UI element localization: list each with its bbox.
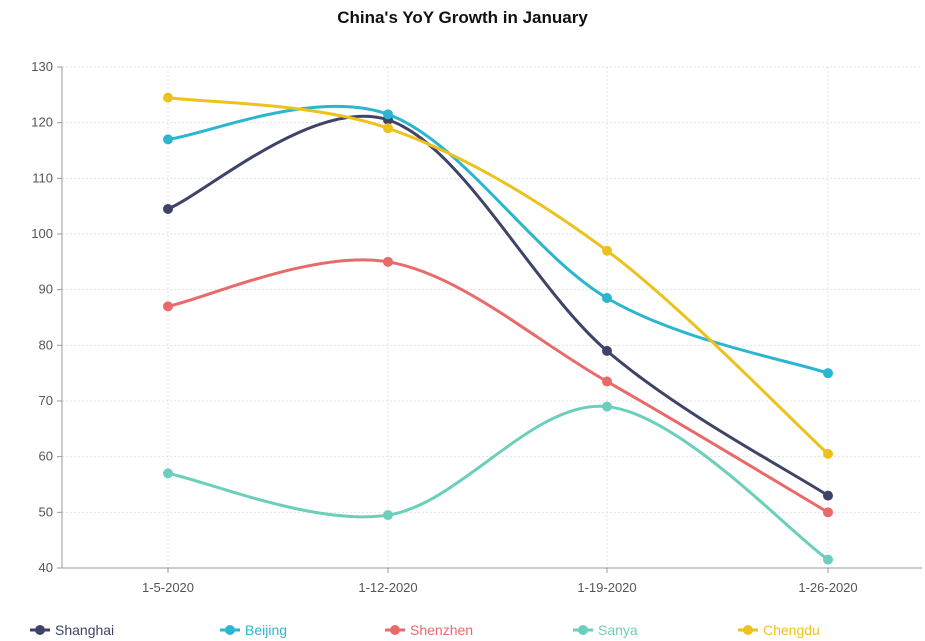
- data-point-chengdu[interactable]: [602, 245, 612, 256]
- data-point-shenzhen[interactable]: [383, 256, 393, 267]
- legend-item-sanya[interactable]: Sanya: [573, 622, 638, 638]
- legend-item-beijing[interactable]: Beijing: [220, 622, 287, 638]
- data-point-beijing[interactable]: [163, 134, 173, 145]
- y-tick-label: 80: [39, 337, 53, 352]
- grid: [62, 66, 922, 568]
- y-tick-label: 50: [39, 504, 53, 519]
- y-tick-label: 100: [31, 226, 53, 241]
- legend-label: Chengdu: [763, 622, 820, 638]
- x-tick-label: 1-26-2020: [798, 580, 857, 595]
- data-point-beijing[interactable]: [383, 109, 393, 120]
- data-point-shenzhen[interactable]: [823, 507, 833, 518]
- data-point-beijing[interactable]: [602, 293, 612, 304]
- y-tick-label: 70: [39, 393, 53, 408]
- data-point-sanya[interactable]: [163, 468, 173, 479]
- data-point-shenzhen[interactable]: [602, 376, 612, 387]
- series-shenzhen: [163, 256, 833, 518]
- legend-label: Beijing: [245, 622, 287, 638]
- legend-label: Shenzhen: [410, 622, 473, 638]
- data-point-chengdu[interactable]: [163, 92, 173, 103]
- legend-dot-marker: [743, 625, 753, 635]
- x-tick-label: 1-12-2020: [358, 580, 417, 595]
- y-tick-label: 40: [39, 560, 53, 575]
- data-point-sanya[interactable]: [823, 554, 833, 565]
- data-point-chengdu[interactable]: [823, 448, 833, 459]
- series-shanghai: [163, 114, 833, 501]
- y-tick-label: 60: [39, 449, 53, 464]
- legend-label: Sanya: [598, 622, 638, 638]
- series-layer: [163, 92, 833, 565]
- data-point-sanya[interactable]: [383, 510, 393, 521]
- data-point-beijing[interactable]: [823, 368, 833, 379]
- legend: Shanghai Beijing Shenzhen Sanya Chengdu: [30, 622, 820, 638]
- y-tick-label: 110: [32, 170, 53, 185]
- data-point-sanya[interactable]: [602, 401, 612, 412]
- legend-dot-marker: [35, 625, 45, 635]
- y-tick-label: 90: [39, 282, 53, 297]
- series-line-chengdu: [166, 96, 830, 456]
- series-sanya: [163, 401, 833, 565]
- series-line-shanghai: [166, 114, 830, 498]
- legend-dot-marker: [578, 625, 588, 635]
- legend-item-shenzhen[interactable]: Shenzhen: [385, 622, 473, 638]
- data-point-chengdu[interactable]: [383, 123, 393, 134]
- series-line-sanya: [166, 404, 830, 562]
- legend-dot-marker: [390, 625, 400, 635]
- legend-item-chengdu[interactable]: Chengdu: [738, 622, 820, 638]
- series-chengdu: [163, 92, 833, 459]
- series-beijing: [163, 104, 833, 379]
- data-point-shenzhen[interactable]: [163, 301, 173, 312]
- data-point-shanghai[interactable]: [602, 345, 612, 356]
- x-tick-label: 1-5-2020: [142, 580, 194, 595]
- series-line-shenzhen: [166, 258, 830, 514]
- series-line-beijing: [166, 104, 830, 375]
- legend-label: Shanghai: [55, 622, 114, 638]
- x-tick-label: 1-19-2020: [577, 580, 636, 595]
- y-tick-label: 130: [31, 59, 53, 74]
- y-tick-label: 120: [31, 115, 53, 130]
- axes: 40 50 60 70 80 90 100 110 120 130 1-5-2020 1-12-202…: [31, 59, 922, 595]
- data-point-shanghai[interactable]: [163, 203, 173, 214]
- chart-title: China's YoY Growth in January: [337, 8, 588, 27]
- data-point-shanghai[interactable]: [823, 490, 833, 501]
- legend-dot-marker: [225, 625, 235, 635]
- legend-item-shanghai[interactable]: Shanghai: [30, 622, 114, 638]
